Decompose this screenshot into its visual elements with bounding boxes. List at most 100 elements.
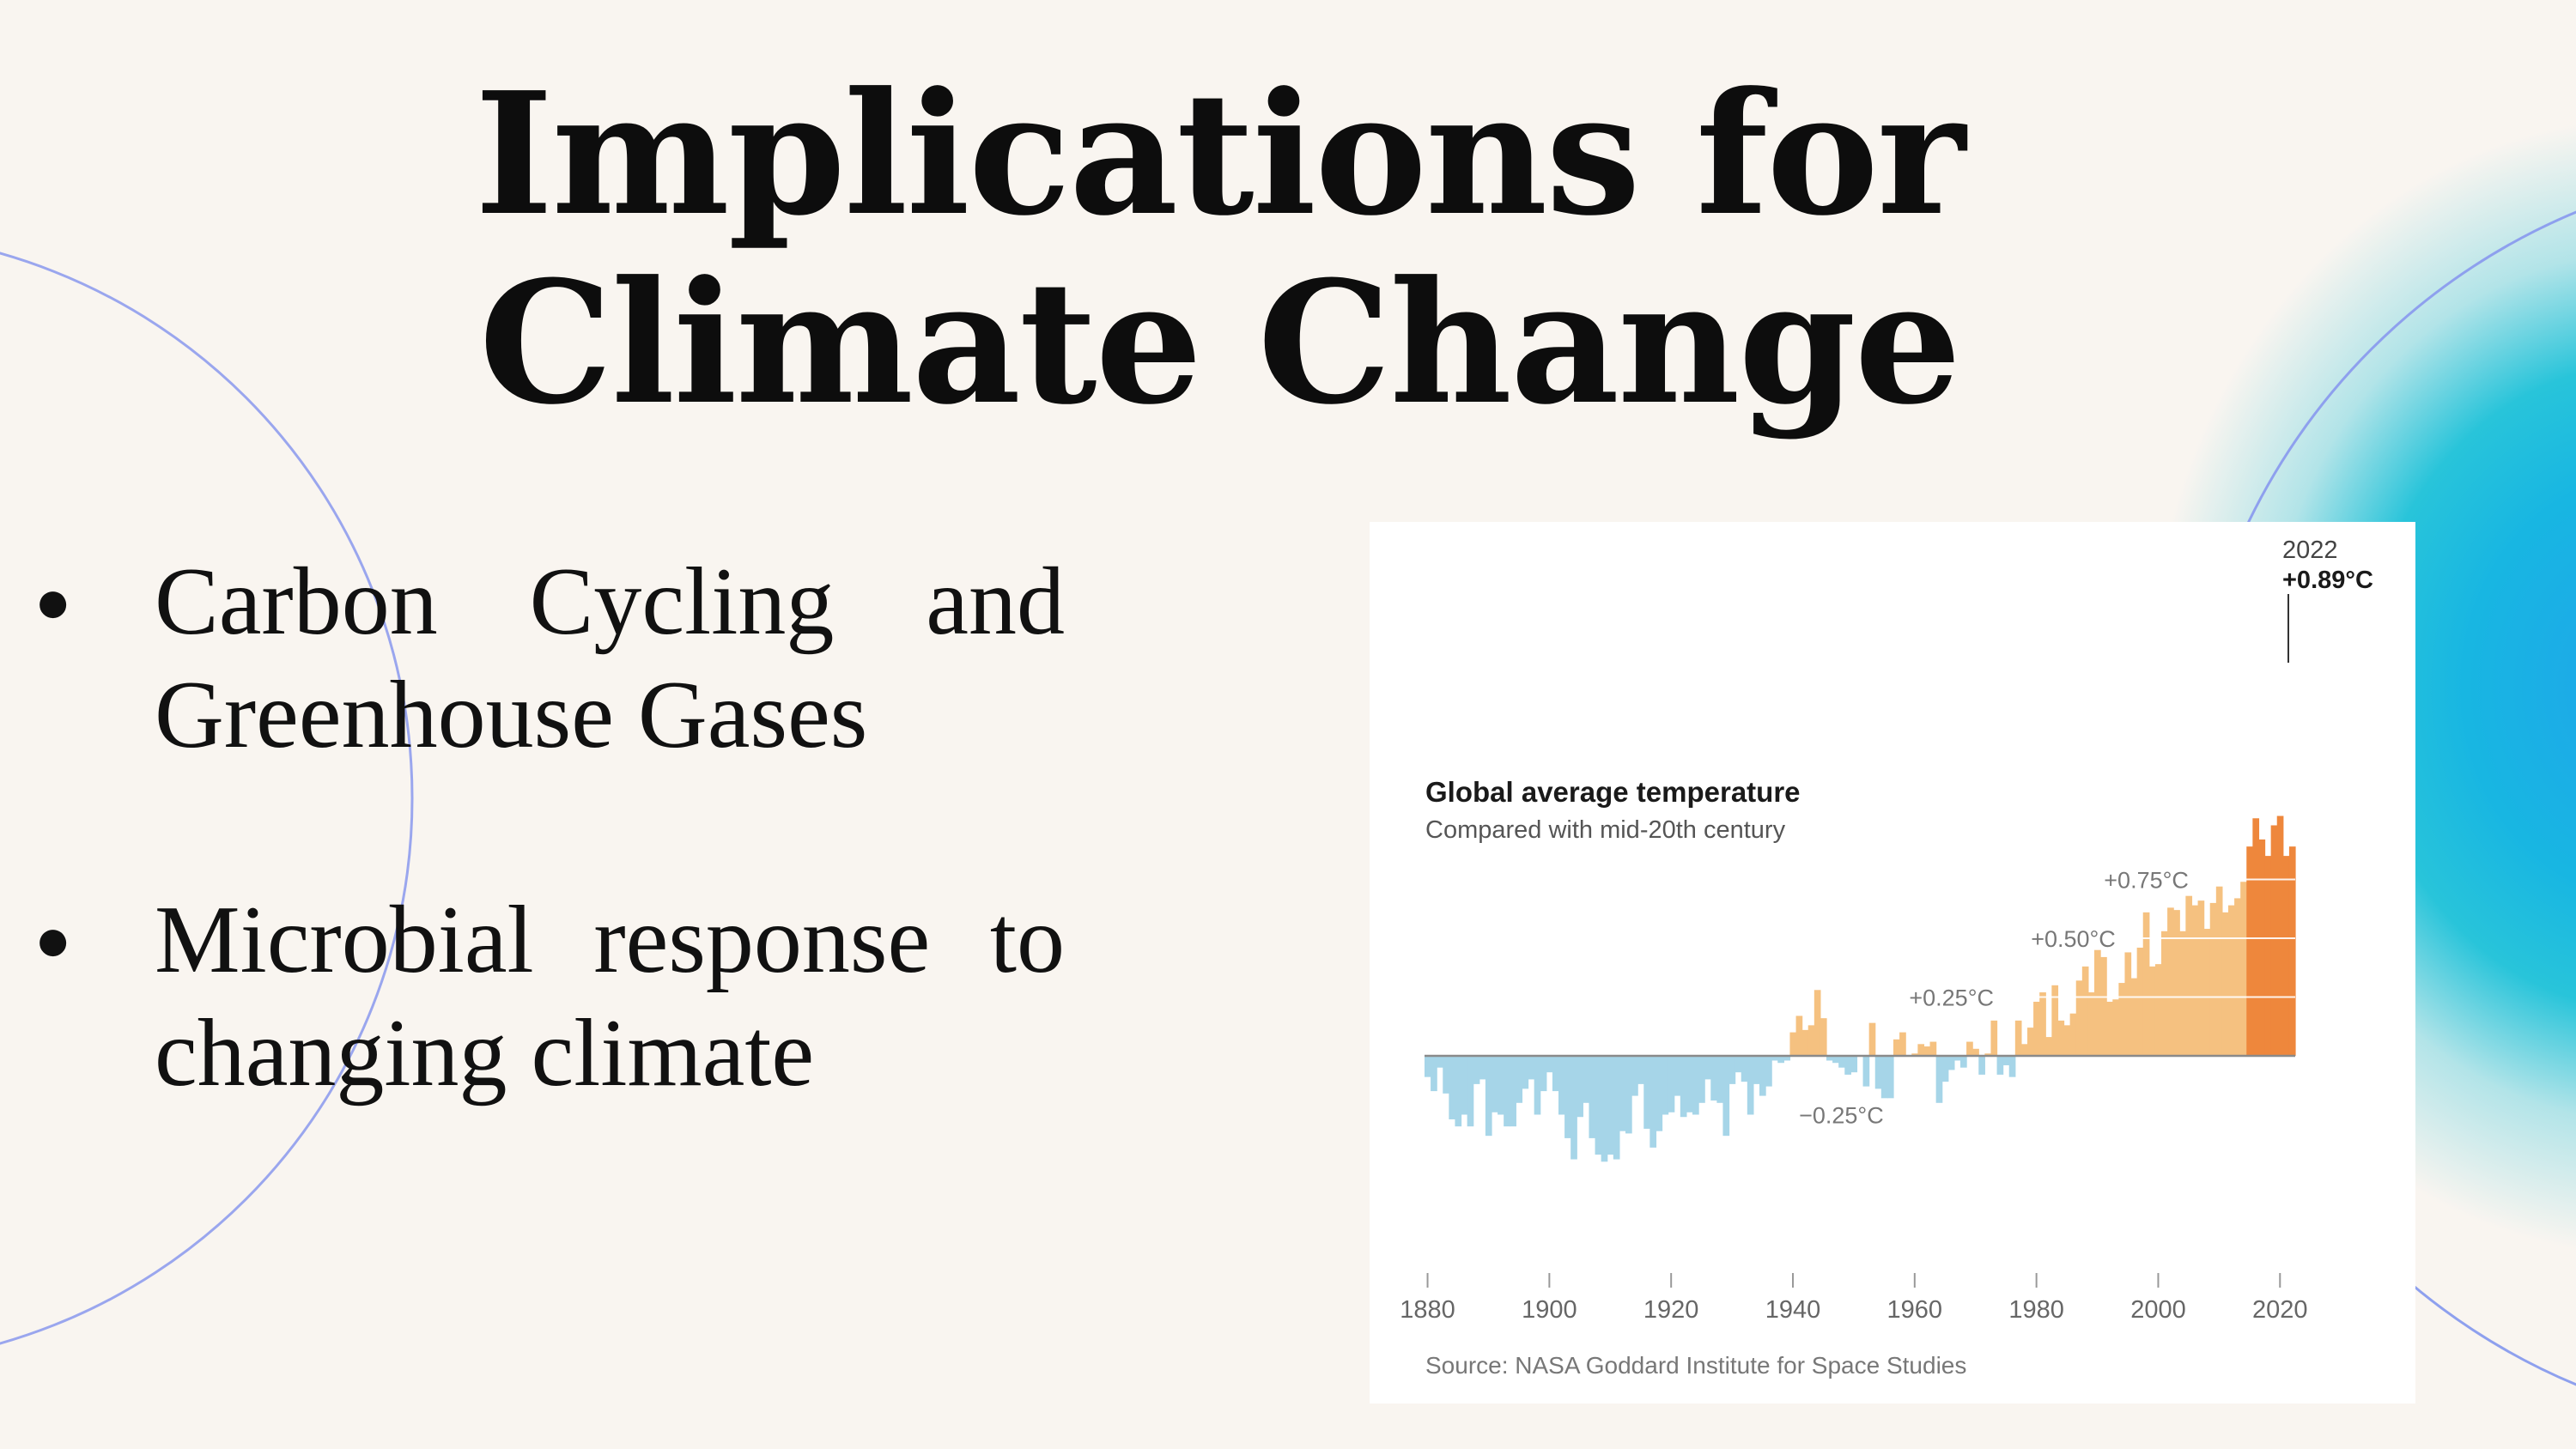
- bar-1985: [2063, 1025, 2071, 1056]
- bar-1982: [2045, 1037, 2052, 1056]
- bar-1944: [1814, 990, 1821, 1056]
- bar-1886: [1461, 1056, 1468, 1115]
- bar-2016: [2252, 818, 2260, 1056]
- bar-1992: [2106, 1001, 2113, 1056]
- bar-2020: [2276, 815, 2284, 1056]
- bar-1960: [1911, 1053, 1918, 1056]
- bar-1889: [1479, 1056, 1486, 1080]
- bar-1928: [1716, 1056, 1724, 1103]
- bar-1949: [1844, 1056, 1851, 1075]
- bar-1948: [1838, 1056, 1845, 1068]
- x-tick-label: 2020: [2252, 1296, 2308, 1324]
- bar-1942: [1801, 1029, 1809, 1056]
- bar-1935: [1759, 1056, 1766, 1096]
- bar-2001: [2161, 931, 2168, 1056]
- bar-2000: [2154, 964, 2162, 1056]
- chart-bars: [1425, 815, 2296, 1162]
- bar-1880: [1425, 1056, 1431, 1077]
- bar-1907: [1589, 1056, 1596, 1138]
- bar-1902: [1558, 1056, 1565, 1115]
- bar-1987: [2075, 980, 2083, 1056]
- bar-1888: [1473, 1056, 1480, 1084]
- bar-1969: [1966, 1041, 1973, 1056]
- bar-1904: [1571, 1056, 1577, 1160]
- bar-1965: [1941, 1056, 1949, 1082]
- x-tick-label: 1980: [2008, 1296, 2064, 1324]
- bar-1974: [1996, 1056, 2004, 1075]
- bar-1966: [1947, 1056, 1955, 1070]
- bar-1921: [1674, 1056, 1681, 1096]
- bar-1950: [1850, 1056, 1858, 1073]
- bar-1918: [1656, 1056, 1663, 1131]
- bar-1891: [1492, 1056, 1498, 1113]
- bullet-dot-icon: ●: [34, 567, 72, 636]
- bar-1983: [2051, 985, 2059, 1056]
- temperature-chart: +0.75°C +0.50°C +0.25°C −0.25°C Global aver…: [1370, 522, 2415, 1404]
- bar-1993: [2112, 999, 2119, 1056]
- bar-1882: [1437, 1056, 1443, 1068]
- bar-1925: [1698, 1056, 1705, 1103]
- bar-1999: [2148, 966, 2156, 1056]
- bar-2003: [2173, 910, 2180, 1056]
- bar-1898: [1534, 1056, 1541, 1115]
- chart-gridlines: +0.75°C +0.50°C +0.25°C −0.25°C: [1799, 868, 2295, 1129]
- bar-1901: [1552, 1056, 1559, 1092]
- bar-2004: [2179, 931, 2186, 1056]
- bar-1981: [2039, 992, 2046, 1056]
- slide-title: Implications for Climate Change: [0, 60, 2439, 438]
- bar-1963: [1929, 1041, 1937, 1056]
- bullet-item: ● Microbial response to changing climate: [34, 883, 1065, 1110]
- bar-1885: [1455, 1056, 1462, 1127]
- x-tick-label: 1900: [1522, 1296, 1577, 1324]
- bar-2012: [2228, 905, 2235, 1056]
- bar-2002: [2167, 907, 2174, 1056]
- bar-1961: [1917, 1044, 1925, 1056]
- bar-1908: [1595, 1056, 1602, 1155]
- bar-1970: [1972, 1048, 1979, 1056]
- x-tick-label: 1920: [1643, 1296, 1699, 1324]
- bar-1932: [1741, 1056, 1748, 1082]
- bar-1988: [2081, 966, 2089, 1056]
- bar-1926: [1704, 1056, 1711, 1080]
- gridline-label: +0.25°C: [1909, 985, 1994, 1011]
- x-tick-label: 1880: [1400, 1296, 1455, 1324]
- x-tick-label: 1960: [1887, 1296, 1943, 1324]
- bar-1967: [1953, 1056, 1961, 1061]
- bar-2019: [2270, 825, 2278, 1056]
- bar-1986: [2069, 1013, 2077, 1056]
- bar-1954: [1874, 1056, 1882, 1089]
- bar-1980: [2033, 1001, 2040, 1056]
- bar-1940: [1789, 1032, 1797, 1056]
- title-line-2: Climate Change: [478, 245, 1962, 442]
- bar-1903: [1564, 1056, 1571, 1138]
- bar-1941: [1795, 1016, 1803, 1056]
- bar-2008: [2203, 929, 2211, 1056]
- bar-2007: [2197, 900, 2205, 1056]
- bar-2009: [2209, 902, 2217, 1056]
- bar-1968: [1960, 1056, 1967, 1068]
- bar-1884: [1449, 1056, 1456, 1119]
- x-axis-ticks: 1880 1900 1920 1940 1960 1980 2000 2020: [1400, 1273, 2308, 1324]
- bar-1909: [1601, 1056, 1608, 1162]
- bar-1976: [2008, 1056, 2016, 1077]
- bar-2013: [2234, 898, 2241, 1056]
- bar-2017: [2258, 839, 2266, 1056]
- annotation-year: 2022: [2282, 537, 2338, 564]
- bar-1896: [1522, 1056, 1529, 1089]
- bar-1910: [1607, 1056, 1614, 1155]
- bar-1881: [1431, 1056, 1437, 1092]
- bar-1930: [1728, 1056, 1736, 1084]
- bar-1952: [1862, 1056, 1870, 1087]
- bar-1991: [2100, 956, 2107, 1056]
- bar-1936: [1765, 1056, 1772, 1087]
- bar-1972: [1984, 1053, 1992, 1056]
- chart-source: Source: NASA Goddard Institute for Space…: [1425, 1352, 1966, 1379]
- gridline-label: −0.25°C: [1799, 1103, 1884, 1129]
- bar-1979: [2027, 1028, 2034, 1056]
- x-tick-label: 2000: [2130, 1296, 2186, 1324]
- bar-1914: [1631, 1056, 1638, 1096]
- bar-1913: [1625, 1056, 1632, 1134]
- title-line-1: Implications for: [474, 56, 1966, 253]
- bar-1905: [1577, 1056, 1583, 1118]
- bar-1953: [1868, 1022, 1876, 1056]
